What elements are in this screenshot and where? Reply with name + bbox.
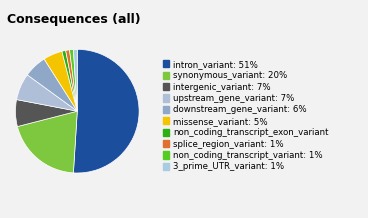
Wedge shape	[62, 50, 77, 111]
Legend: intron_variant: 51%, synonymous_variant: 20%, intergenic_variant: 7%, upstream_g: intron_variant: 51%, synonymous_variant:…	[163, 60, 328, 171]
Wedge shape	[73, 49, 139, 173]
Wedge shape	[44, 51, 77, 111]
Wedge shape	[66, 50, 77, 111]
Text: Consequences (all): Consequences (all)	[7, 13, 141, 26]
Wedge shape	[70, 49, 77, 111]
Wedge shape	[73, 49, 77, 111]
Wedge shape	[17, 75, 77, 111]
Wedge shape	[27, 59, 77, 111]
Wedge shape	[15, 100, 77, 127]
Wedge shape	[17, 111, 77, 173]
